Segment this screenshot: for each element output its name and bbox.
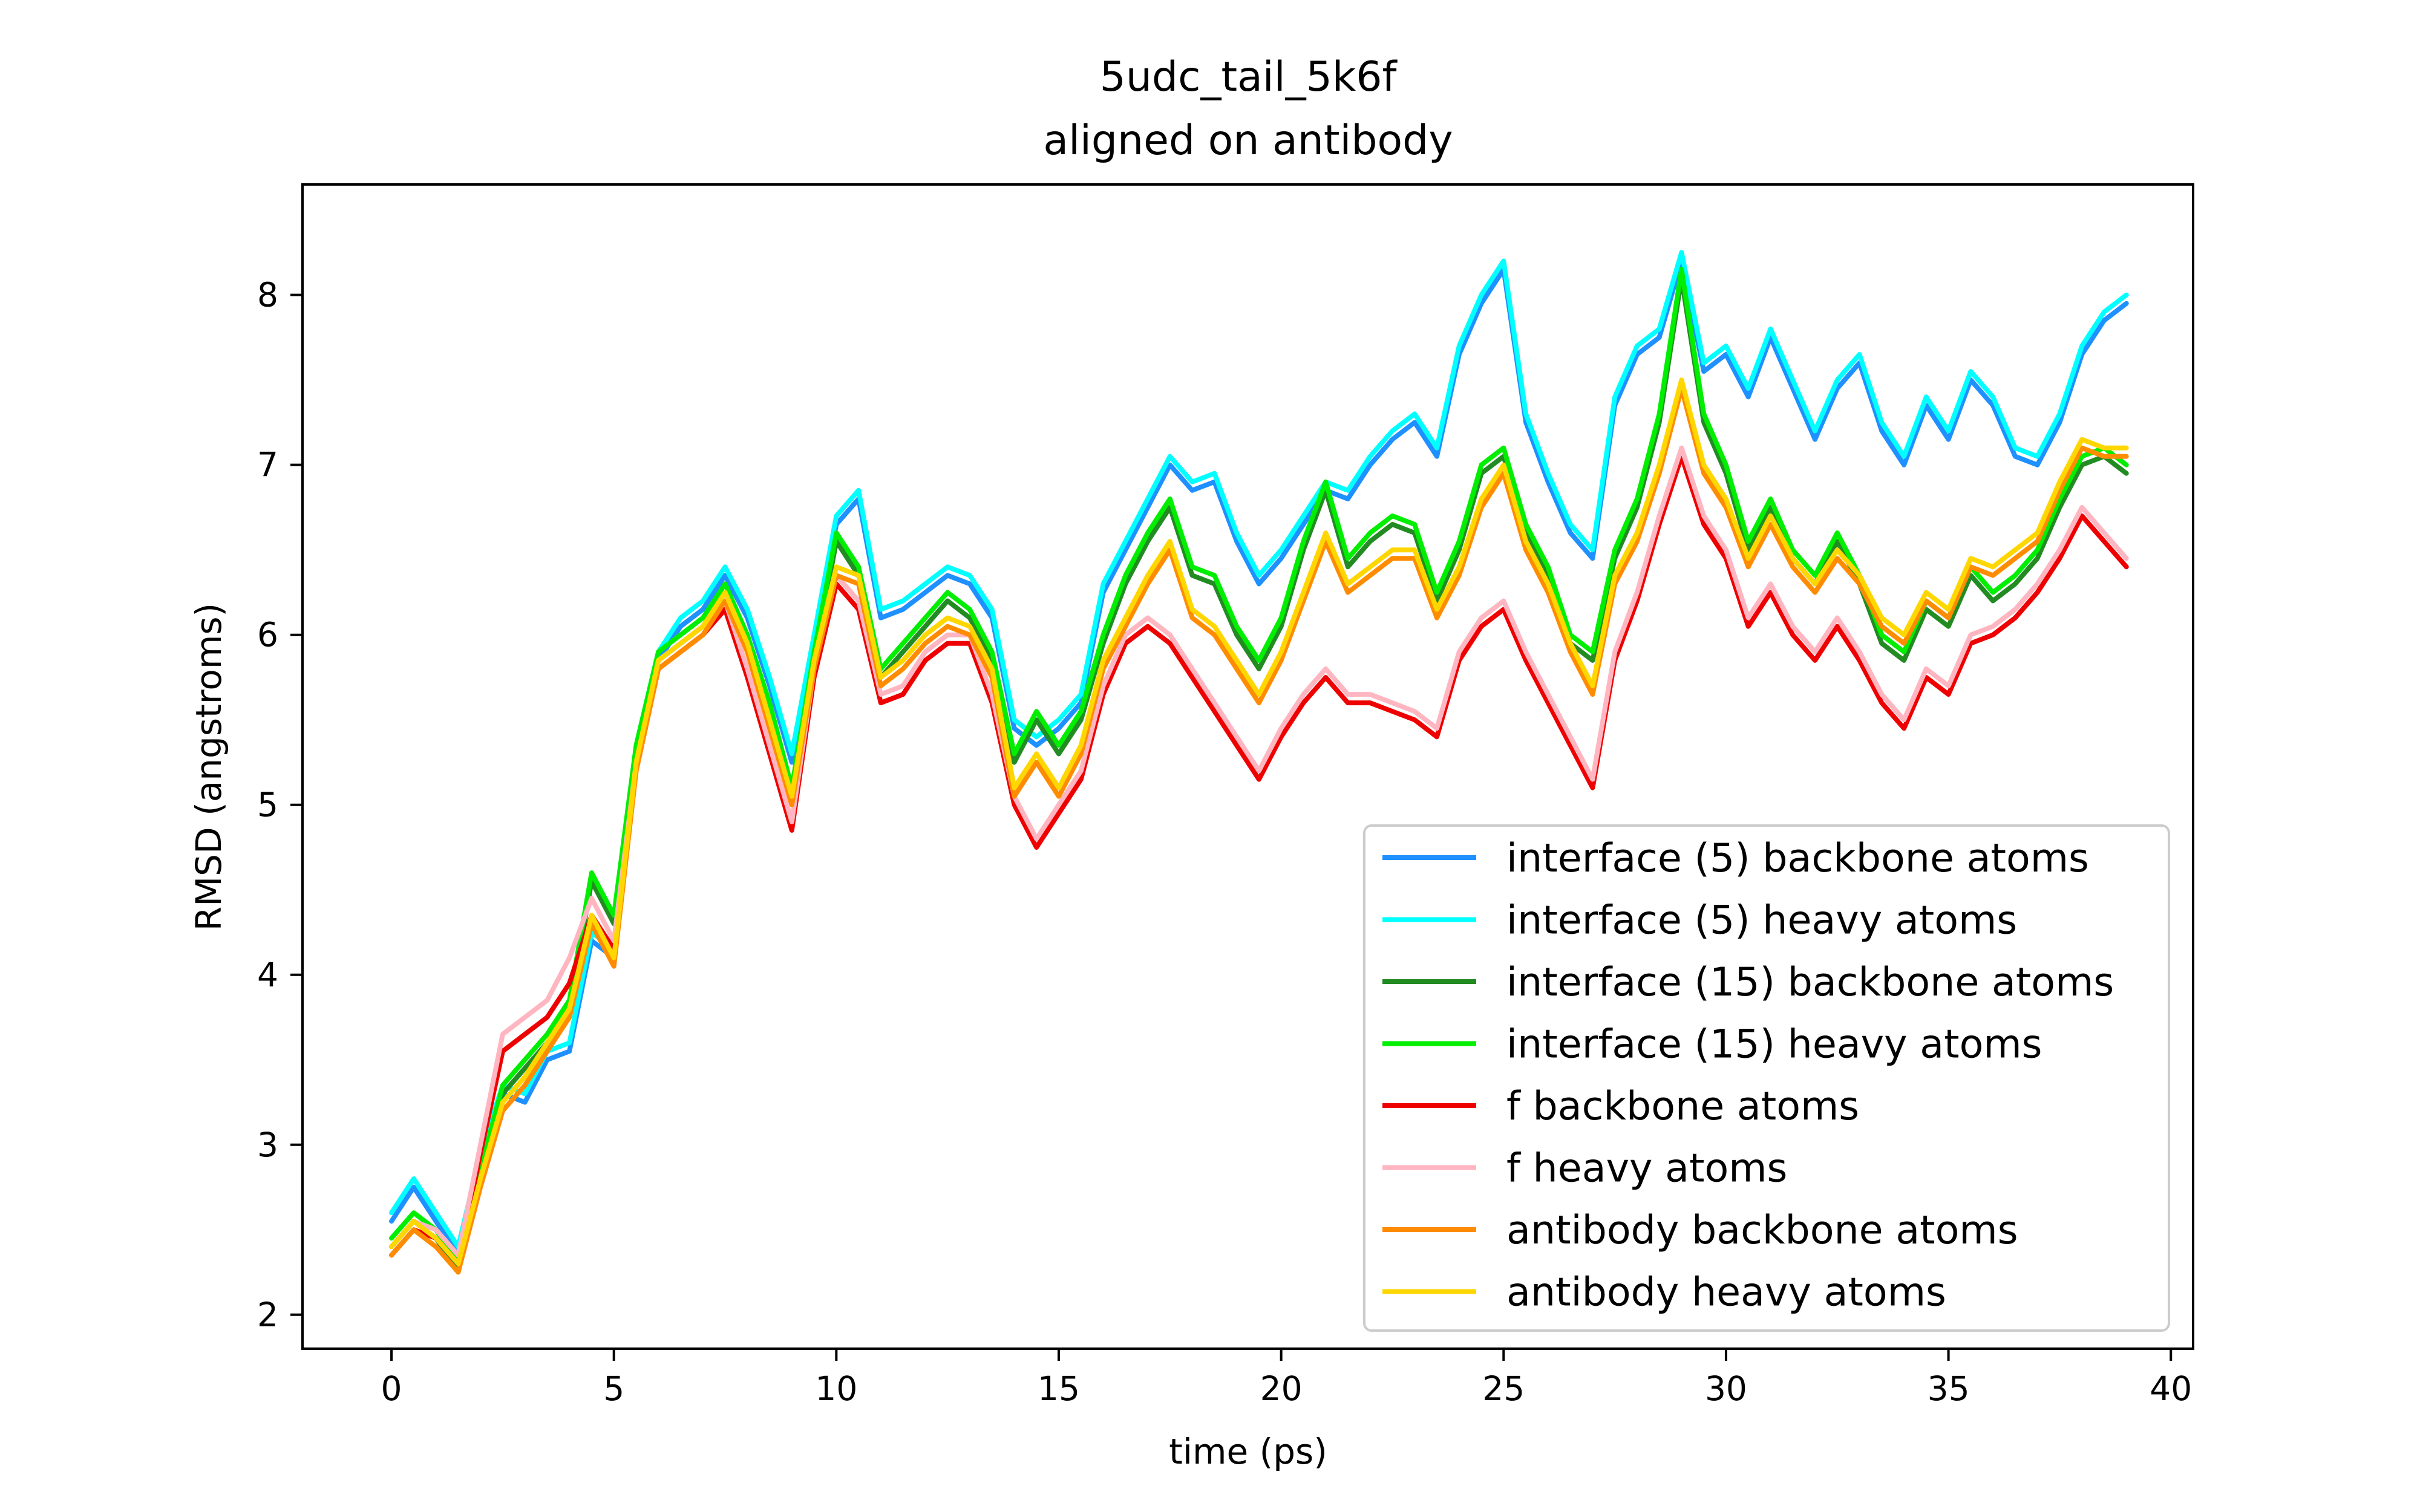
y-tick-label: 7 (257, 446, 278, 484)
legend-label-2: interface (5) heavy atoms (1506, 898, 2017, 943)
legend-items: interface (5) backbone atoms interface (5… (1382, 836, 2114, 1315)
legend-label-8: antibody heavy atoms (1506, 1270, 1946, 1315)
x-tick-label: 15 (1038, 1369, 1080, 1408)
y-axis: 2 3 4 5 6 7 8 (257, 276, 302, 1334)
x-tick-label: 35 (1928, 1369, 1970, 1408)
y-tick-label: 2 (257, 1295, 278, 1334)
x-axis: 0 5 10 15 20 25 30 35 40 (381, 1349, 2192, 1408)
series-line-8 (389, 377, 2129, 1266)
series-line-4 (389, 267, 2129, 1266)
series-line-7 (389, 386, 2129, 1275)
y-tick-label: 4 (257, 956, 278, 994)
y-tick-label: 8 (257, 276, 278, 314)
series-line-2 (389, 250, 2129, 1250)
y-tick-label: 6 (257, 616, 278, 654)
legend-label-4: interface (15) heavy atoms (1506, 1022, 2042, 1067)
legend-label-1: interface (5) backbone atoms (1506, 836, 2089, 881)
x-tick-label: 30 (1705, 1369, 1747, 1408)
legend-label-3: interface (15) backbone atoms (1506, 960, 2114, 1005)
x-tick-label: 10 (815, 1369, 857, 1408)
legend: interface (5) backbone atoms interface (5… (1363, 824, 2170, 1332)
legend-frame (1363, 824, 2170, 1332)
series-layer (389, 250, 2129, 1275)
x-tick-label: 20 (1260, 1369, 1303, 1408)
y-tick-label: 3 (257, 1126, 278, 1164)
x-tick-label: 0 (381, 1369, 402, 1408)
x-tick-label: 40 (2150, 1369, 2192, 1408)
legend-label-6: f heavy atoms (1506, 1146, 1787, 1191)
chart-title: 5udc_tail_5k6f (1100, 53, 1398, 101)
y-axis-label: RMSD (angstroms) (188, 603, 229, 931)
series-line-1 (389, 258, 2129, 1258)
x-tick-label: 5 (603, 1369, 624, 1408)
plot-frame (301, 183, 2194, 1350)
x-axis-label: time (ps) (1169, 1431, 1327, 1472)
legend-label-7: antibody backbone atoms (1506, 1208, 2018, 1253)
legend-label-5: f backbone atoms (1506, 1084, 1859, 1129)
y-tick-label: 5 (257, 786, 278, 824)
chart-subtitle: aligned on antibody (1043, 117, 1453, 165)
x-tick-label: 25 (1482, 1369, 1525, 1408)
